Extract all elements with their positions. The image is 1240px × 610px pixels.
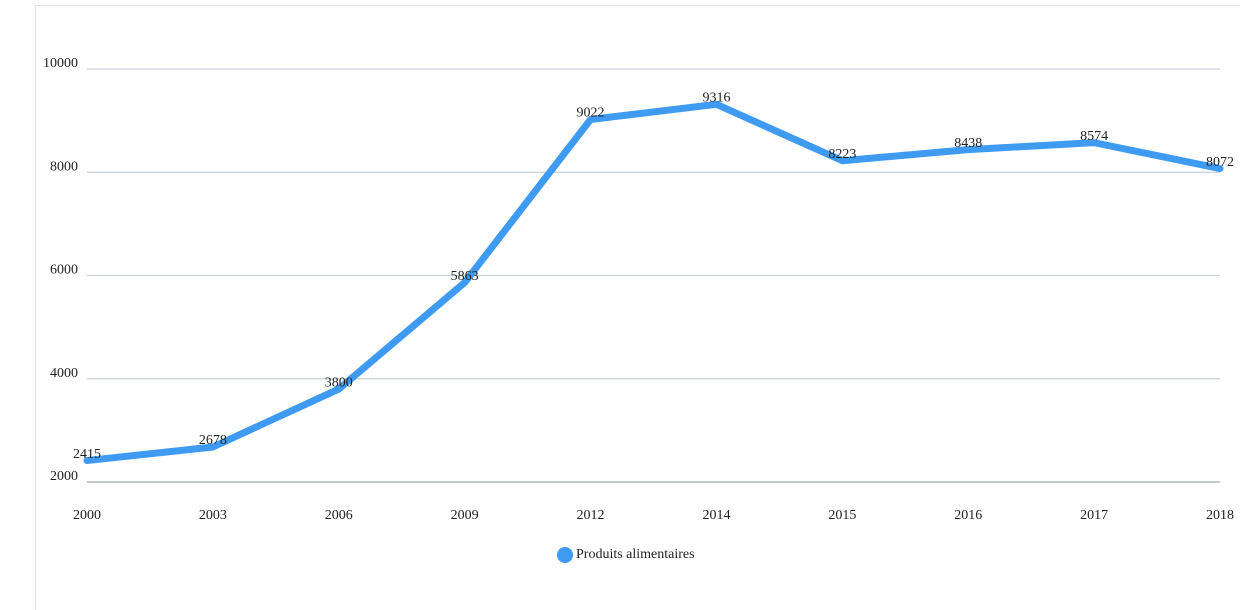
x-tick-label: 2014 bbox=[702, 508, 730, 523]
data-label: 5863 bbox=[451, 269, 479, 284]
data-label: 8223 bbox=[828, 147, 856, 162]
x-tick-label: 2000 bbox=[73, 508, 101, 523]
data-label: 3800 bbox=[325, 375, 353, 390]
y-tick-label: 2000 bbox=[50, 469, 78, 484]
x-tick-label: 2015 bbox=[828, 508, 856, 523]
y-tick-label: 10000 bbox=[43, 56, 78, 71]
series-line bbox=[83, 100, 1224, 465]
x-tick-label: 2003 bbox=[199, 508, 227, 523]
data-label: 8574 bbox=[1080, 129, 1108, 144]
x-tick-label: 2016 bbox=[954, 508, 982, 523]
data-label: 2678 bbox=[199, 433, 227, 448]
y-tick-label: 6000 bbox=[50, 263, 78, 278]
legend-label: Produits alimentaires bbox=[576, 547, 695, 562]
y-tick-label: 4000 bbox=[50, 366, 78, 381]
legend-marker bbox=[557, 547, 573, 563]
x-tick-label: 2018 bbox=[1206, 508, 1234, 523]
y-tick-label: 8000 bbox=[50, 159, 78, 174]
x-tick-label: 2009 bbox=[451, 508, 479, 523]
data-label: 9022 bbox=[577, 106, 605, 121]
data-label: 9316 bbox=[702, 91, 730, 106]
x-tick-label: 2017 bbox=[1080, 508, 1108, 523]
data-label: 8438 bbox=[954, 136, 982, 151]
x-tick-label: 2006 bbox=[325, 508, 353, 523]
data-label: 8072 bbox=[1206, 155, 1234, 170]
x-tick-label: 2012 bbox=[577, 508, 605, 523]
frame bbox=[35, 5, 1240, 610]
data-label: 2415 bbox=[73, 447, 101, 462]
